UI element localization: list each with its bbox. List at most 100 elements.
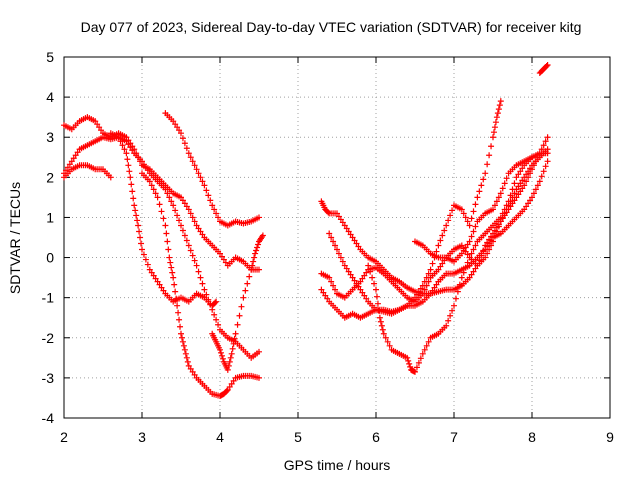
data-point (443, 322, 450, 329)
data-point (417, 285, 424, 292)
data-point (218, 352, 225, 359)
data-point (468, 215, 475, 222)
data-point (156, 201, 163, 208)
data-point (223, 387, 230, 394)
data-point (351, 277, 358, 284)
data-point (347, 231, 354, 238)
data-point (529, 194, 535, 201)
data-point (445, 317, 452, 324)
data-point (226, 358, 233, 365)
data-point (373, 293, 380, 300)
data-point (158, 208, 165, 215)
y-tick-label: 3 (46, 129, 54, 145)
data-point (189, 252, 196, 259)
data-point (209, 202, 216, 209)
data-point (96, 124, 103, 131)
data-point (244, 280, 251, 287)
data-point (484, 243, 491, 250)
data-point (538, 173, 545, 180)
data-point (136, 228, 143, 235)
data-point (330, 238, 337, 245)
data-point (470, 228, 477, 235)
data-point (172, 207, 179, 214)
data-point (167, 259, 174, 266)
data-point (174, 302, 181, 309)
data-point (154, 278, 161, 285)
data-point (185, 362, 192, 369)
data-point (359, 275, 366, 282)
data-point (146, 178, 153, 185)
data-point (228, 350, 235, 357)
data-point (238, 303, 245, 310)
data-point (335, 250, 342, 257)
data-point (156, 281, 163, 288)
data-point (458, 242, 465, 249)
data-point (215, 214, 222, 221)
data-point (183, 237, 190, 244)
data-point (466, 238, 473, 245)
data-point (470, 268, 477, 275)
data-point (170, 274, 177, 281)
data-point (162, 186, 169, 193)
data-point (488, 237, 495, 244)
data-point (251, 254, 258, 261)
y-tick-label: -2 (42, 330, 55, 346)
series-14 (536, 62, 551, 77)
data-point (146, 266, 153, 273)
data-point (140, 161, 147, 168)
data-point (369, 274, 376, 281)
data-point (189, 368, 196, 375)
data-point (174, 124, 181, 131)
data-point (240, 294, 247, 301)
data-point (185, 206, 192, 213)
data-point (357, 286, 364, 293)
data-point (361, 292, 368, 299)
data-point (181, 200, 188, 207)
series-13 (412, 154, 535, 265)
data-point (173, 295, 180, 302)
data-point (532, 186, 539, 193)
data-point (179, 227, 186, 234)
data-point (513, 194, 520, 201)
data-point (326, 274, 333, 281)
data-point (523, 203, 530, 210)
data-point (470, 208, 477, 215)
data-point (225, 362, 232, 369)
data-point (458, 274, 465, 281)
data-point (62, 167, 69, 174)
data-point (521, 206, 528, 213)
data-point (482, 170, 489, 177)
data-point (515, 183, 522, 190)
data-point (449, 207, 456, 214)
data-point (361, 272, 368, 279)
data-point (191, 218, 198, 225)
data-point (150, 272, 157, 279)
data-point (511, 180, 518, 187)
data-point (213, 298, 220, 305)
data-point (521, 182, 528, 189)
data-point (131, 202, 138, 209)
data-point (199, 280, 206, 287)
data-point (365, 262, 372, 269)
data-point (184, 358, 191, 365)
data-point (234, 321, 241, 328)
data-point (460, 210, 467, 217)
data-point (197, 228, 204, 235)
data-point (72, 152, 79, 159)
data-point (349, 234, 356, 241)
data-point (203, 187, 210, 194)
data-point (415, 359, 422, 366)
data-point (140, 251, 147, 258)
data-point (509, 186, 516, 193)
data-point (187, 247, 194, 254)
data-point (191, 257, 198, 264)
data-point (468, 233, 475, 240)
data-point (519, 165, 526, 172)
y-tick-label: -1 (42, 290, 55, 306)
data-point (529, 166, 535, 173)
data-point (425, 270, 432, 277)
data-point (462, 214, 469, 221)
data-point (419, 350, 426, 357)
data-point (138, 240, 145, 247)
data-point (332, 286, 339, 293)
